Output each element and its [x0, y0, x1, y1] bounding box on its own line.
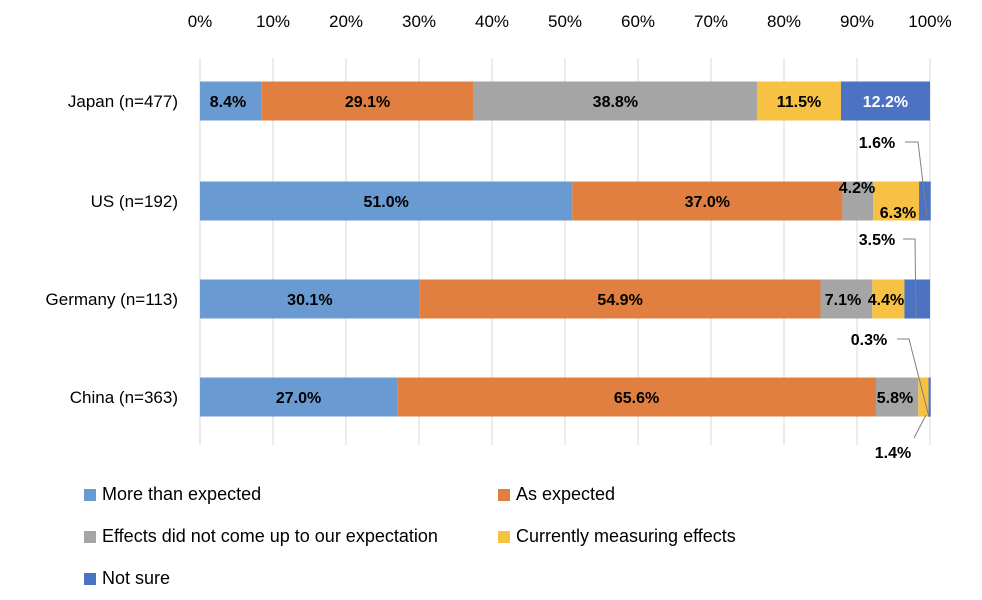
x-tick-label: 80% — [767, 12, 801, 31]
bar-segment — [904, 279, 930, 319]
x-axis-ticks: 0% 10% 20% 30% 40% 50% 60% 70% 80% 90% 100% — [188, 12, 952, 31]
data-label: 3.5% — [859, 232, 895, 249]
data-label: 51.0% — [363, 194, 408, 211]
legend-item: Effects did not come up to our expectati… — [84, 526, 438, 547]
legend-label: As expected — [516, 484, 616, 504]
legend-swatch — [84, 488, 96, 501]
data-label: 11.5% — [777, 94, 821, 111]
data-label: 1.6% — [859, 135, 895, 152]
bar-segment — [200, 377, 398, 417]
data-label: 5.8% — [877, 390, 913, 407]
legend-label: Effects did not come up to our expectati… — [102, 526, 438, 546]
data-labels: 8.4% 29.1% 38.8% 11.5% 12.2% 51.0% 37.0% 4.2% 6.… — [210, 94, 930, 462]
category-label: China (n=363) — [70, 388, 178, 407]
legend-item: As expected — [498, 484, 615, 505]
legend-item: Not sure — [84, 568, 170, 589]
x-tick-label: 0% — [188, 12, 213, 31]
bar-segment — [261, 81, 474, 121]
bar-segment — [419, 279, 821, 319]
x-tick-label: 50% — [548, 12, 582, 31]
data-label: 8.4% — [210, 94, 246, 111]
data-label: 6.3% — [880, 205, 916, 222]
bar-segment — [397, 377, 876, 417]
data-label: 1.4% — [875, 445, 911, 462]
x-tick-label: 10% — [256, 12, 290, 31]
category-labels: Japan (n=477) US (n=192) Germany (n=113) Ch… — [46, 92, 178, 407]
x-tick-label: 20% — [329, 12, 363, 31]
data-label: 12.2% — [863, 94, 908, 111]
legend-swatch — [84, 572, 96, 585]
x-tick-label: 100% — [908, 12, 951, 31]
x-tick-label: 40% — [475, 12, 509, 31]
x-tick-label: 30% — [402, 12, 436, 31]
bar-segment — [200, 279, 420, 319]
leader-line — [913, 414, 927, 439]
legend-item: Currently measuring effects — [498, 526, 736, 547]
data-label: 0.3% — [851, 332, 887, 349]
stacked-bar-chart: 0% 10% 20% 30% 40% 50% 60% 70% 80% 90% 100% Japan … — [46, 12, 952, 462]
data-label: 29.1% — [345, 94, 390, 111]
legend: More than expected As expected Effects did… — [84, 478, 964, 593]
legend-label: Not sure — [102, 568, 171, 588]
data-label: 4.4% — [868, 292, 904, 309]
bar-segment — [200, 181, 573, 221]
bar-segment — [820, 279, 873, 319]
bar-segment — [928, 377, 931, 417]
legend-swatch — [84, 530, 96, 543]
legend-item: More than expected — [84, 484, 261, 505]
data-label: 7.1% — [825, 292, 861, 309]
data-label: 65.6% — [614, 390, 659, 407]
bar-segment — [756, 81, 841, 121]
leader-line — [903, 238, 917, 319]
data-label: 30.1% — [287, 292, 332, 309]
category-label: Japan (n=477) — [68, 92, 178, 111]
x-tick-label: 60% — [621, 12, 655, 31]
data-label: 54.9% — [597, 292, 642, 309]
category-label: Germany (n=113) — [46, 290, 178, 309]
bar-segment — [873, 181, 920, 221]
bar-segment — [473, 81, 757, 121]
x-tick-label: 90% — [840, 12, 874, 31]
bar-segment — [842, 181, 874, 221]
category-label: US (n=192) — [91, 192, 178, 211]
legend-label: More than expected — [102, 484, 262, 504]
leader-line — [905, 141, 928, 217]
bar-segment — [840, 81, 930, 121]
bar-segment — [875, 377, 919, 417]
legend-swatch — [498, 530, 510, 543]
legend-swatch — [498, 488, 510, 501]
data-label: 38.8% — [593, 94, 638, 111]
x-tick-label: 70% — [694, 12, 728, 31]
bar-segment — [872, 279, 905, 319]
data-label: 37.0% — [685, 194, 730, 211]
data-label: 27.0% — [276, 390, 321, 407]
legend-label: Currently measuring effects — [516, 526, 736, 546]
bar-segment — [572, 181, 843, 221]
data-label: 4.2% — [839, 180, 875, 197]
bar-segment — [200, 81, 262, 121]
leader-line — [897, 338, 930, 418]
bars — [200, 81, 931, 417]
